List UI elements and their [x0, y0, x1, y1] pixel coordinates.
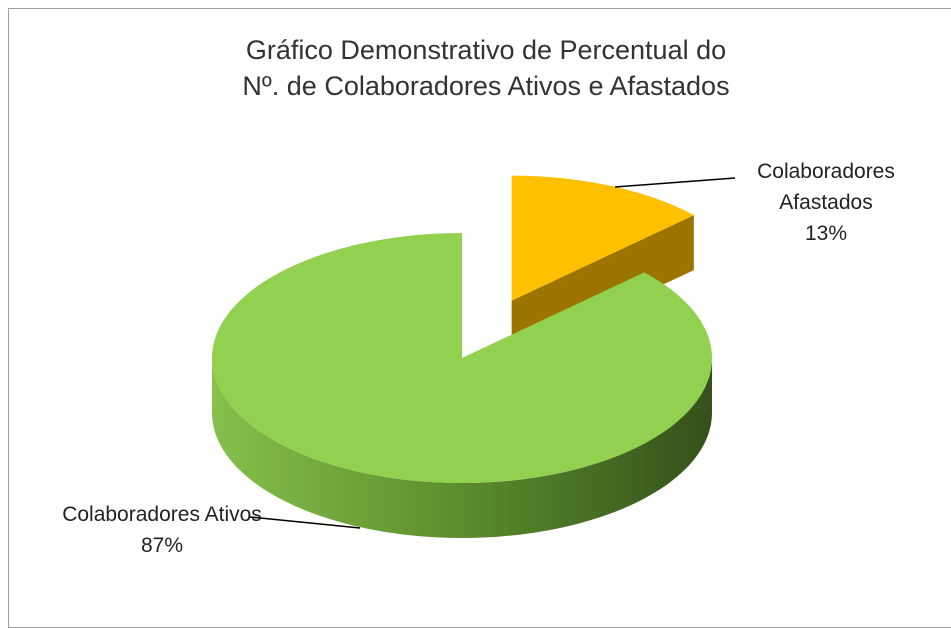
data-label: Colaboradores Afastados 13%	[726, 156, 926, 249]
data-label: Colaboradores Ativos 87%	[62, 499, 262, 561]
chart-title: Gráfico Demonstrativo de Percentual do N…	[242, 35, 730, 101]
value-label: 87%	[140, 534, 184, 557]
slice	[212, 233, 713, 484]
leader-line	[614, 177, 736, 188]
leader-line	[249, 516, 361, 529]
category-label: Colaboradores Afastados	[757, 160, 895, 214]
category-label: Colaboradores Ativos	[62, 503, 262, 526]
chart	[212, 175, 736, 538]
value-label: 13%	[804, 222, 848, 245]
slice-wall	[212, 358, 712, 538]
slice	[511, 175, 694, 301]
